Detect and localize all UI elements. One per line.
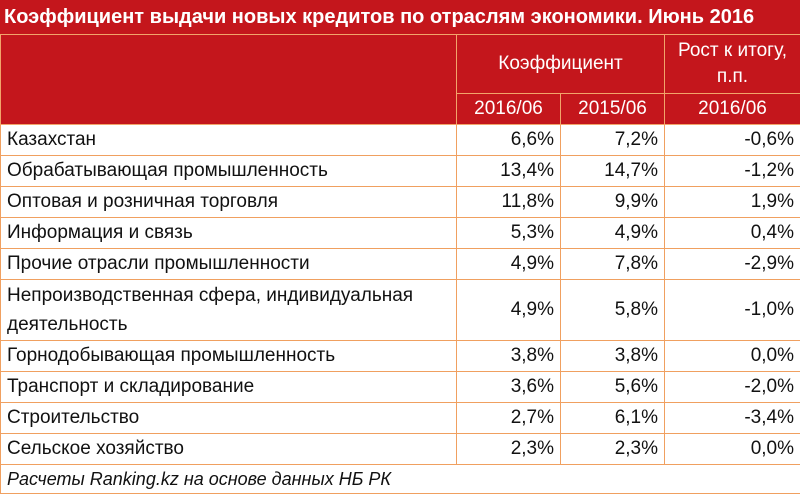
value-growth: -0,6%	[665, 125, 800, 156]
row-label: Строительство	[1, 403, 457, 434]
value-2016: 6,6%	[457, 125, 561, 156]
table-header: Коэффициент Рост к итогу, п.п. 2016/06 2…	[1, 35, 800, 125]
value-growth: 0,0%	[665, 434, 800, 465]
value-2016: 5,3%	[457, 218, 561, 249]
value-2016: 4,9%	[457, 249, 561, 280]
value-2016: 13,4%	[457, 156, 561, 187]
value-growth: -2,0%	[665, 372, 800, 403]
value-2016: 4,9%	[457, 280, 561, 341]
row-label: Непроизводственная сфера, индивидуальная…	[1, 280, 457, 341]
row-label: Горнодобывающая промышленность	[1, 341, 457, 372]
value-growth: -3,4%	[665, 403, 800, 434]
value-2015: 6,1%	[561, 403, 665, 434]
header-col-growth: 2016/06	[665, 94, 800, 125]
value-growth: -1,0%	[665, 280, 800, 341]
value-2016: 3,6%	[457, 372, 561, 403]
value-growth: 1,9%	[665, 187, 800, 218]
table-title: Коэффициент выдачи новых кредитов по отр…	[0, 0, 800, 34]
value-2015: 7,8%	[561, 249, 665, 280]
source-footer-row: Расчеты Ranking.kz на основе данных НБ Р…	[1, 465, 800, 494]
value-growth: 0,0%	[665, 341, 800, 372]
value-2015: 3,8%	[561, 341, 665, 372]
value-2015: 7,2%	[561, 125, 665, 156]
value-2016: 3,8%	[457, 341, 561, 372]
row-label: Оптовая и розничная торговля	[1, 187, 457, 218]
header-coefficient-group: Коэффициент	[457, 35, 665, 94]
row-label: Транспорт и складирование	[1, 372, 457, 403]
value-2015: 5,8%	[561, 280, 665, 341]
value-growth: -2,9%	[665, 249, 800, 280]
row-label: Обрабатывающая промышленность	[1, 156, 457, 187]
value-growth: 0,4%	[665, 218, 800, 249]
data-table: Коэффициент Рост к итогу, п.п. 2016/06 2…	[0, 34, 800, 494]
source-note: Расчеты Ranking.kz на основе данных НБ Р…	[1, 465, 800, 494]
value-2015: 4,9%	[561, 218, 665, 249]
value-2016: 2,7%	[457, 403, 561, 434]
value-2016: 11,8%	[457, 187, 561, 218]
row-label: Информация и связь	[1, 218, 457, 249]
header-growth-label: Рост к итогу, п.п.	[665, 35, 800, 94]
value-2015: 14,7%	[561, 156, 665, 187]
header-col-2015: 2015/06	[561, 94, 665, 125]
header-col-2016: 2016/06	[457, 94, 561, 125]
value-2016: 2,3%	[457, 434, 561, 465]
header-corner-cell	[1, 35, 457, 125]
row-label: Казахстан	[1, 125, 457, 156]
value-growth: -1,2%	[665, 156, 800, 187]
value-2015: 9,9%	[561, 187, 665, 218]
table-row: Непроизводственная сфера, индивидуальная…	[1, 280, 800, 341]
row-label: Сельское хозяйство	[1, 434, 457, 465]
value-2015: 2,3%	[561, 434, 665, 465]
value-2015: 5,6%	[561, 372, 665, 403]
row-label: Прочие отрасли промышленности	[1, 249, 457, 280]
